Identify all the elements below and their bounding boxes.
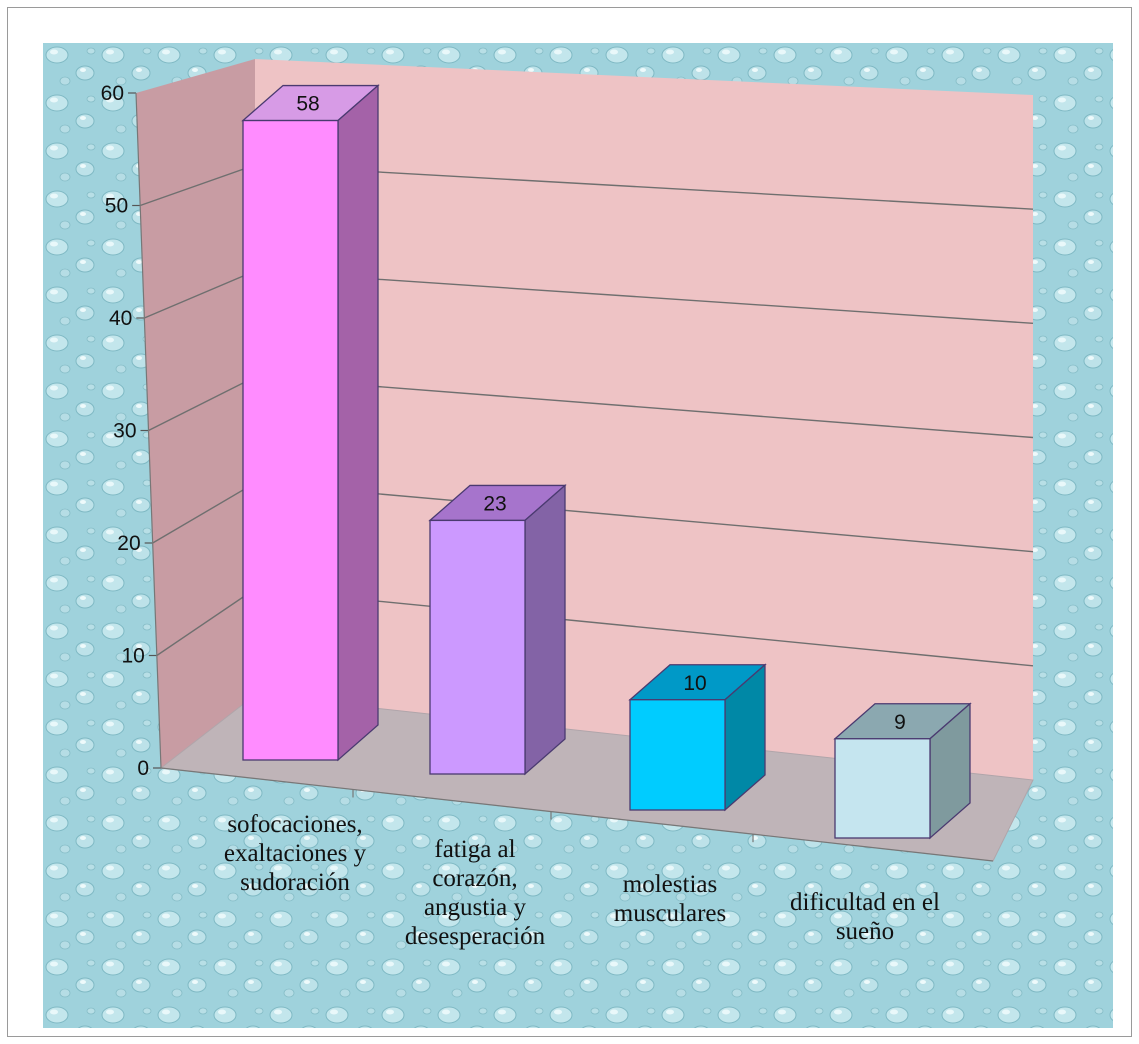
- x-axis-line: [160, 767, 994, 862]
- bar-front: [429, 519, 526, 775]
- gridline: [254, 482, 1034, 553]
- gridline: [254, 270, 1034, 325]
- y-tick-label: 50: [105, 195, 128, 218]
- y-tick-label: 10: [121, 645, 144, 668]
- bar-side: [524, 483, 566, 776]
- data-labels: 58 23 10 9: [296, 93, 906, 734]
- data-label: 10: [683, 672, 706, 695]
- bars: [241, 84, 972, 840]
- category-label-line: corazón,: [432, 865, 517, 892]
- value-axis: 0 10 20 30 40 50 60: [101, 82, 994, 862]
- chart-frame: 0 10 20 30 40 50 60 58 23 10 9 sofocaciones, exalt…: [7, 7, 1132, 1037]
- gridline: [139, 164, 256, 207]
- gridline: [148, 376, 256, 432]
- y-tick-label: 60: [101, 82, 124, 105]
- data-label: 23: [483, 492, 506, 515]
- category-label-line: molestias: [623, 871, 717, 898]
- gridline: [254, 376, 1034, 439]
- y-tick-label: 0: [137, 757, 149, 780]
- bar: [428, 483, 567, 776]
- category-label: sofocaciones, exaltaciones y sudoración: [224, 811, 367, 896]
- category-label-line: exaltaciones y: [224, 840, 367, 867]
- gridline: [152, 482, 256, 544]
- category-label-line: sudoración: [240, 869, 350, 896]
- category-label-line: dificultad en el: [790, 889, 940, 916]
- side-wall: [136, 59, 255, 768]
- category-label-line: angustia y: [424, 894, 527, 921]
- category-label-line: desesperación: [405, 923, 546, 950]
- gridline: [254, 164, 1034, 210]
- category-label: fatiga al corazón, angustia y desesperación: [405, 836, 546, 950]
- gridline: [144, 270, 256, 319]
- bar-front: [629, 699, 726, 811]
- bar-side: [337, 84, 379, 762]
- bar-front: [834, 738, 931, 839]
- y-axis-line: [135, 92, 162, 769]
- chart-area: 0 10 20 30 40 50 60 58 23 10 9 sofocaciones, exalt…: [43, 43, 1113, 1028]
- y-tick-label: 20: [117, 532, 140, 555]
- category-label-line: sofocaciones,: [227, 811, 362, 838]
- bar-front: [242, 119, 339, 761]
- gridline: [156, 588, 256, 657]
- bar-chart: 0 10 20 30 40 50 60 58 23 10 9 sofocaciones, exalt…: [43, 43, 1113, 1028]
- y-tick-label: 40: [109, 307, 132, 330]
- data-label: 9: [894, 711, 906, 734]
- gridlines: [139, 164, 1034, 667]
- y-tick-label: 30: [113, 420, 136, 443]
- bar: [241, 84, 380, 762]
- category-label-line: sueño: [836, 918, 894, 945]
- bar: [833, 702, 972, 840]
- category-labels: sofocaciones, exaltaciones y sudoración fat…: [224, 811, 940, 950]
- gridline: [254, 588, 1034, 667]
- bar: [628, 663, 767, 812]
- data-label: 58: [296, 93, 319, 116]
- category-label-line: fatiga al: [434, 836, 515, 863]
- category-label: dificultad en el sueño: [790, 889, 940, 945]
- category-label-line: musculares: [614, 900, 726, 927]
- category-label: molestias musculares: [614, 871, 726, 927]
